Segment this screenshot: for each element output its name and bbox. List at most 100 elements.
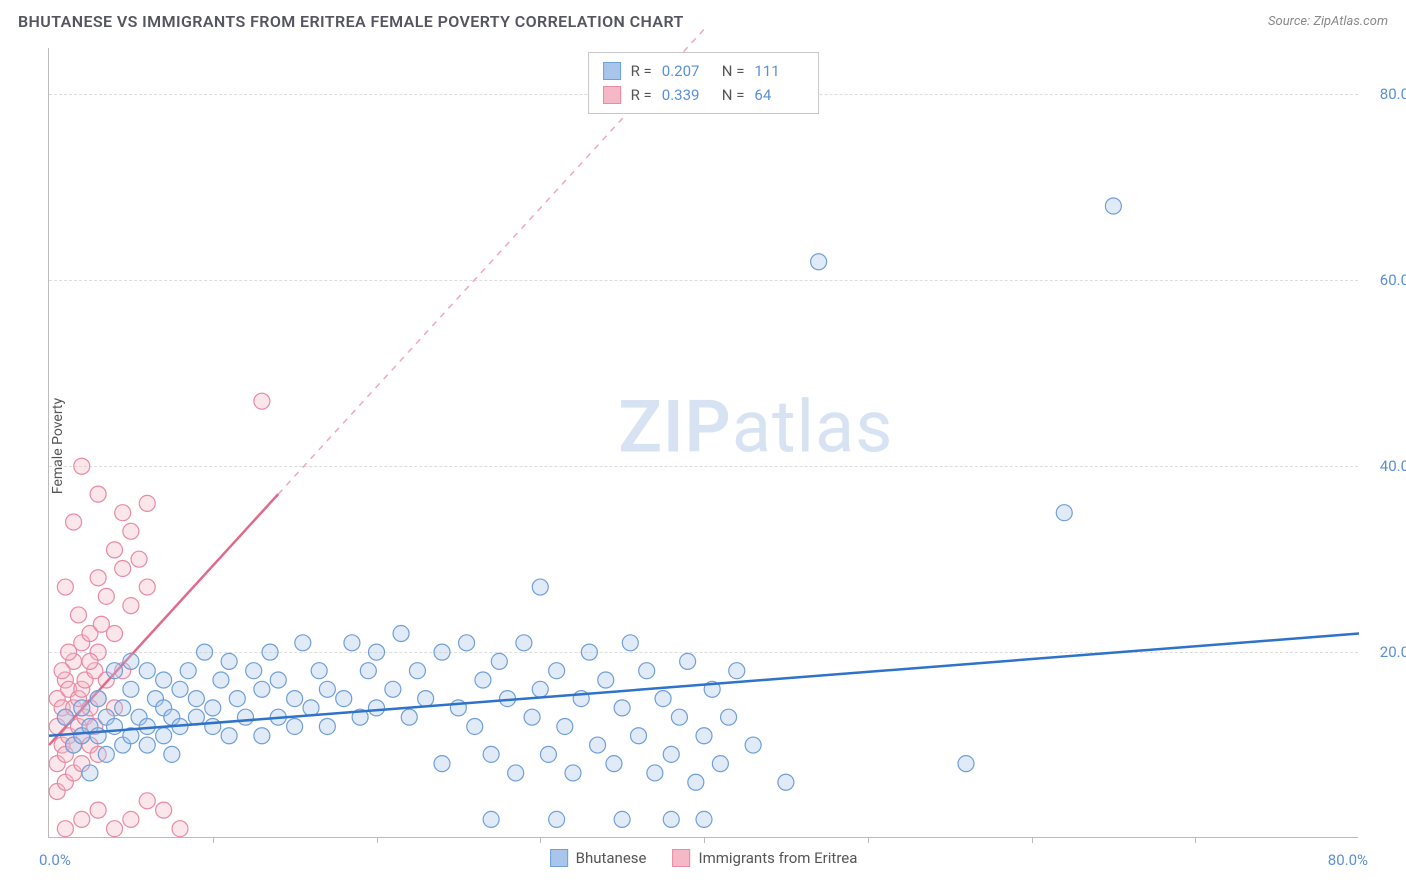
- data-point: [115, 560, 131, 576]
- data-point: [459, 635, 475, 651]
- data-point: [557, 718, 573, 734]
- data-point: [475, 672, 491, 688]
- data-point: [434, 756, 450, 772]
- legend-item-eritrea: Immigrants from Eritrea: [673, 849, 858, 867]
- data-point: [287, 691, 303, 707]
- data-point: [254, 681, 270, 697]
- y-tick-label: 60.0%: [1380, 271, 1406, 289]
- data-point: [107, 821, 123, 837]
- data-point: [123, 681, 139, 697]
- source-label: Source:: [1268, 14, 1310, 29]
- data-point: [205, 700, 221, 716]
- data-point: [61, 644, 77, 660]
- data-point: [606, 756, 622, 772]
- data-point: [262, 644, 278, 660]
- data-point: [524, 709, 540, 725]
- data-point: [156, 728, 172, 744]
- data-point: [778, 774, 794, 790]
- data-point: [721, 709, 737, 725]
- y-tick-label: 40.0%: [1380, 457, 1406, 475]
- data-point: [369, 644, 385, 660]
- data-point: [614, 700, 630, 716]
- data-point: [70, 607, 86, 623]
- data-point: [54, 663, 70, 679]
- data-point: [696, 728, 712, 744]
- legend-label: Immigrants from Eritrea: [699, 849, 858, 867]
- data-point: [107, 626, 123, 642]
- r-value-bhutanese: 0.207: [662, 59, 712, 83]
- data-point: [221, 653, 237, 669]
- data-point: [1056, 505, 1072, 521]
- data-point: [303, 700, 319, 716]
- data-point: [401, 709, 417, 725]
- data-point: [712, 756, 728, 772]
- x-axis-origin-label: 0.0%: [39, 851, 71, 869]
- source-attribution: Source: ZipAtlas.com: [1268, 14, 1388, 29]
- data-point: [107, 542, 123, 558]
- x-tick: [704, 837, 705, 843]
- data-point: [958, 756, 974, 772]
- data-point: [82, 653, 98, 669]
- data-point: [680, 653, 696, 669]
- data-point: [123, 653, 139, 669]
- data-point: [197, 644, 213, 660]
- data-point: [164, 746, 180, 762]
- data-point: [319, 718, 335, 734]
- data-point: [418, 691, 434, 707]
- data-point: [90, 570, 106, 586]
- data-point: [115, 700, 131, 716]
- data-point: [639, 663, 655, 679]
- data-point: [74, 458, 90, 474]
- data-point: [598, 672, 614, 688]
- data-point: [385, 681, 401, 697]
- data-point: [311, 663, 327, 679]
- data-point: [549, 663, 565, 679]
- legend-swatch-icon: [673, 849, 691, 867]
- data-point: [663, 746, 679, 762]
- r-label: R =: [631, 83, 652, 107]
- data-point: [74, 700, 90, 716]
- data-point: [614, 811, 630, 827]
- x-tick: [1032, 837, 1033, 843]
- data-point: [467, 718, 483, 734]
- data-point: [172, 681, 188, 697]
- data-point: [139, 495, 155, 511]
- chart-header: BHUTANESE VS IMMIGRANTS FROM ERITREA FEM…: [18, 12, 1388, 31]
- data-point: [57, 579, 73, 595]
- series-legend: Bhutanese Immigrants from Eritrea: [550, 849, 858, 867]
- data-point: [319, 681, 335, 697]
- data-point: [393, 626, 409, 642]
- r-label: R =: [631, 59, 652, 83]
- legend-label: Bhutanese: [576, 849, 647, 867]
- n-value-bhutanese: 111: [754, 59, 804, 83]
- n-value-eritrea: 64: [754, 83, 804, 107]
- data-point: [336, 691, 352, 707]
- correlation-legend-row-2: R = 0.339 N = 64: [603, 83, 805, 107]
- data-point: [565, 765, 581, 781]
- data-point: [123, 811, 139, 827]
- correlation-legend-row-1: R = 0.207 N = 111: [603, 59, 805, 83]
- data-point: [90, 728, 106, 744]
- data-point: [287, 718, 303, 734]
- data-point: [98, 746, 114, 762]
- data-point: [360, 663, 376, 679]
- data-point: [622, 635, 638, 651]
- data-point: [434, 644, 450, 660]
- data-point: [491, 653, 507, 669]
- data-point: [82, 765, 98, 781]
- data-point: [90, 691, 106, 707]
- data-point: [90, 486, 106, 502]
- data-point: [811, 254, 827, 270]
- data-point: [369, 700, 385, 716]
- legend-swatch-bhutanese: [603, 62, 621, 80]
- data-point: [180, 663, 196, 679]
- data-point: [238, 709, 254, 725]
- data-point: [254, 728, 270, 744]
- scatter-svg: [49, 48, 1358, 837]
- data-point: [221, 728, 237, 744]
- x-tick: [1195, 837, 1196, 843]
- data-point: [631, 728, 647, 744]
- x-tick: [868, 837, 869, 843]
- data-point: [90, 802, 106, 818]
- source-link[interactable]: ZipAtlas.com: [1313, 14, 1388, 29]
